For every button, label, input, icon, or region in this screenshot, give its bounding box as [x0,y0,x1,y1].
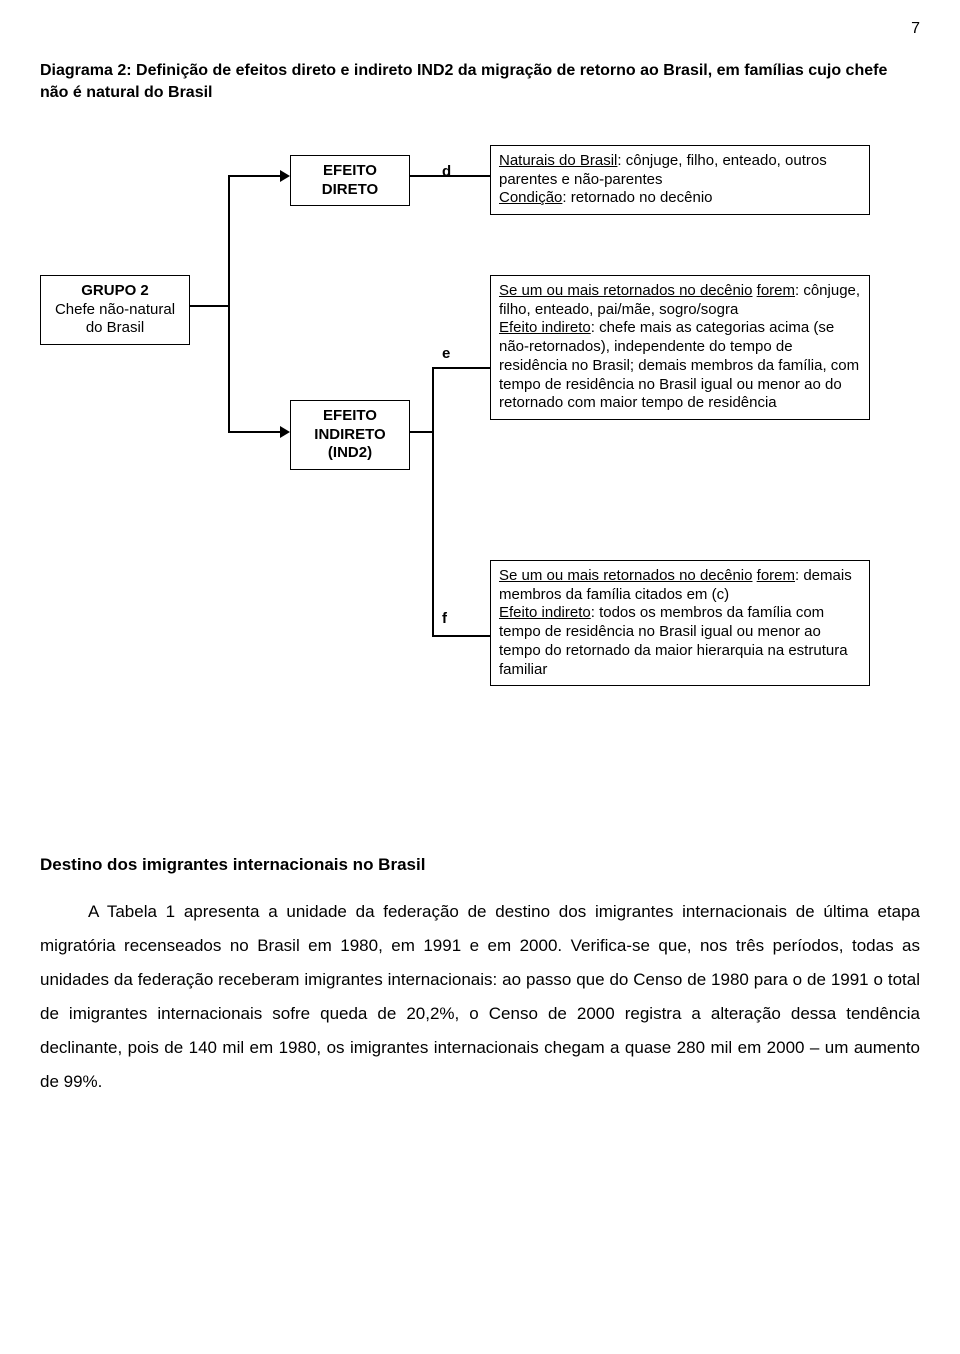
direto-line2: DIRETO [322,181,378,198]
box-e-eff-u: Efeito indireto [499,319,591,336]
box-d: Naturais do Brasil: cônjuge, filho, ente… [490,145,870,215]
label-e: e [442,345,450,362]
box-e: Se um ou mais retornados no decênio fore… [490,275,870,420]
indireto-line1: EFEITO [323,407,377,424]
diagram-container: GRUPO 2 Chefe não-natural do Brasil EFEI… [40,145,920,825]
body-paragraph: A Tabela 1 apresenta a unidade da federa… [40,895,920,1099]
page-number: 7 [911,20,920,38]
box-efeito-indireto: EFEITO INDIRETO (IND2) [290,400,410,470]
box-f: Se um ou mais retornados no decênio fore… [490,560,870,687]
arrow-direto [280,170,290,182]
box-f-eff-u: Efeito indireto [499,604,591,621]
box-e-l1-rest-u: forem [757,282,795,299]
section-heading: Destino dos imigrantes internacionais no… [40,855,920,875]
conn-indireto-out [410,431,434,433]
indireto-line2: INDIRETO [314,426,385,443]
box-d-who-u: Naturais do Brasil [499,152,617,169]
conn-grupo-out [190,305,230,307]
conn-direto-d [410,175,490,177]
box-d-cond-rest: : retornado no decênio [562,189,712,206]
diagram-title: Diagrama 2: Definição de efeitos direto … [40,60,920,105]
conn-grupo-vert [228,175,230,433]
box-e-l1-u: Se um ou mais retornados no decênio [499,282,752,299]
label-d: d [442,163,451,180]
conn-to-direto [230,175,280,177]
box-grupo: GRUPO 2 Chefe não-natural do Brasil [40,275,190,345]
conn-to-e [434,367,490,369]
grupo-line3: do Brasil [49,319,181,338]
box-f-l1-u: Se um ou mais retornados no decênio [499,567,752,584]
box-d-cond-u: Condição [499,189,562,206]
arrow-indireto [280,426,290,438]
conn-to-indireto [230,431,280,433]
conn-indireto-vert [432,367,434,637]
box-f-l1-rest-u: forem [757,567,795,584]
body-text-content: A Tabela 1 apresenta a unidade da federa… [40,902,920,1091]
conn-to-f [434,635,490,637]
direto-line1: EFEITO [323,162,377,179]
grupo-line1: GRUPO 2 [81,282,149,299]
indireto-line3: (IND2) [328,444,372,461]
label-f: f [442,610,447,627]
box-efeito-direto: EFEITO DIRETO [290,155,410,207]
grupo-line2: Chefe não-natural [49,301,181,320]
